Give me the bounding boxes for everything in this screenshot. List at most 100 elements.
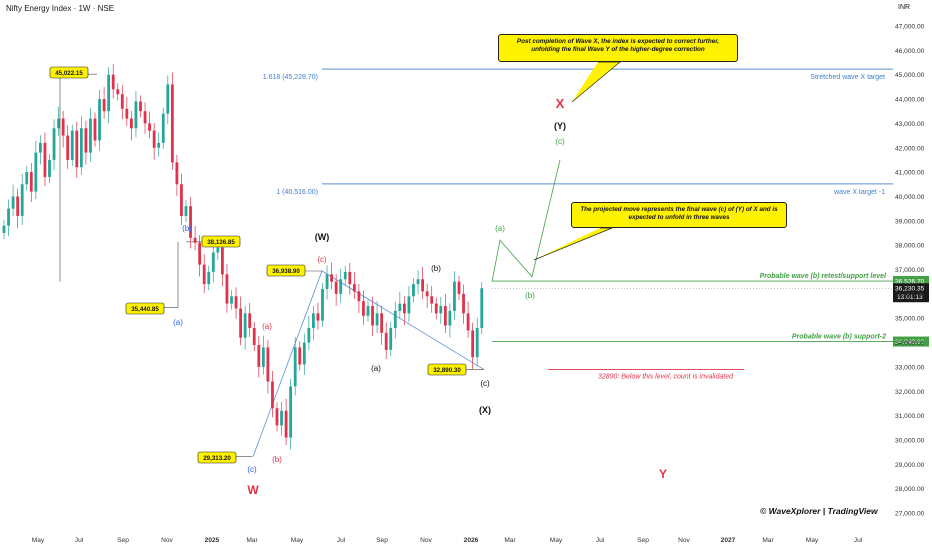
candle-body [403,303,406,314]
candle-body [380,313,384,333]
candle-body [216,247,220,253]
candle-body [66,135,70,160]
candle-body [316,313,320,321]
annotation-projected-move-callout: The projected move represents the final … [571,202,787,228]
candle-body [284,410,288,438]
x-tick-label: Jul [854,537,863,544]
candle-body [384,332,388,350]
x-tick-label: May [550,537,563,544]
candle-body [57,118,60,129]
current-price-tag [893,283,929,303]
price-callout-box [49,66,89,79]
price-callout-box [427,363,467,376]
wave-label: W [247,483,259,497]
y-tick-label: 43,000.00 [895,121,925,128]
candle-body [152,130,156,148]
candle-body [334,281,338,294]
candle-body [430,296,434,304]
bar-countdown: 13:01:13 [897,294,923,301]
candle-body [211,252,215,272]
wave-label: (X) [479,405,491,415]
candle-body [193,237,197,243]
y-tick-label: 41,000.00 [895,170,925,177]
candle-body [348,271,352,285]
x-tick-label: 2025 [205,537,220,544]
candle-body [275,408,279,426]
candle-body [366,306,370,316]
x-tick-label: 2026 [464,537,479,544]
price-callout-box [201,235,241,248]
candle-body [157,142,161,148]
candle-body [43,142,47,177]
chart-title: Nifty Energy Index · 1W · NSE [6,4,115,13]
candle-body [389,327,393,350]
x-tick-label: May [291,537,304,544]
x-tick-label: Sep [637,537,649,544]
price-tag [893,276,929,287]
price-callout-label: 29,313.20 [203,455,231,462]
candle-body [357,291,361,302]
y-tick-label: 47,000.00 [895,24,925,31]
candle-body [34,152,38,192]
y-tick-label: 45,000.00 [895,72,925,79]
candle-body [102,99,106,112]
candle-body [252,327,256,345]
x-tick-label: May [32,537,45,544]
annotation-wave-y-callout: Post completion of Wave X, the index is … [498,34,738,62]
candle-body [448,310,452,326]
candle-body [125,108,129,119]
currency-label: INR [898,4,911,11]
price-callout-box [197,451,237,464]
x-tick-label: Jul [75,537,84,544]
x-tick-label: Sep [376,537,388,544]
candle-body [243,313,247,338]
callout-pointer [571,61,621,103]
candle-body [189,206,192,238]
y-tick-label: 46,000.00 [895,48,925,55]
candle-body [7,208,10,226]
wave-label: (c) [480,379,490,388]
wave-label: (b) [272,455,282,464]
invalidation-label: 32890: Below this level, count is invali… [598,374,734,381]
candle-body [398,303,402,311]
x-tick-label: May [806,537,819,544]
wave-label: (a) [173,318,183,327]
candle-body [466,313,470,331]
x-tick-label: Mar [504,537,516,544]
candle-body [321,288,324,321]
price-callout-label: 35,440.85 [131,306,159,313]
y-tick-label: 36,000.00 [895,291,925,298]
wave-label: (a) [262,322,272,331]
wave-label: Y [659,467,667,481]
candle-body [266,347,270,382]
candle-body [471,330,475,358]
candle-body [161,113,165,143]
candle-body [261,347,265,367]
candle-body [225,274,229,304]
candle-body [139,101,142,112]
x-tick-label: Mar [762,537,774,544]
candle-body [330,274,333,282]
candle-body [293,347,297,387]
candle-body [198,242,202,265]
candle-body [352,284,356,292]
candle-body [20,184,24,216]
candle-body [75,130,79,168]
candle-body [202,264,206,285]
y-tick-label: 29,000.00 [895,462,925,469]
x-tick-label: Sep [117,537,129,544]
candle-body [475,327,479,358]
candle-body [11,196,15,209]
price-callout-label: 45,022.15 [55,70,83,77]
candle-body [2,225,6,233]
price-callout-label: 32,890.30 [433,367,461,374]
candle-body [180,184,183,216]
y-tick-label: 27,000.00 [895,511,925,518]
support-level-label: Probable wave (b) retest/support level [760,273,887,280]
x-tick-label: Nov [678,537,690,544]
wave-label: (Y) [554,121,566,131]
candle-body [371,306,374,326]
y-tick-label: 42,000.00 [895,145,925,152]
candle-body [93,118,97,141]
